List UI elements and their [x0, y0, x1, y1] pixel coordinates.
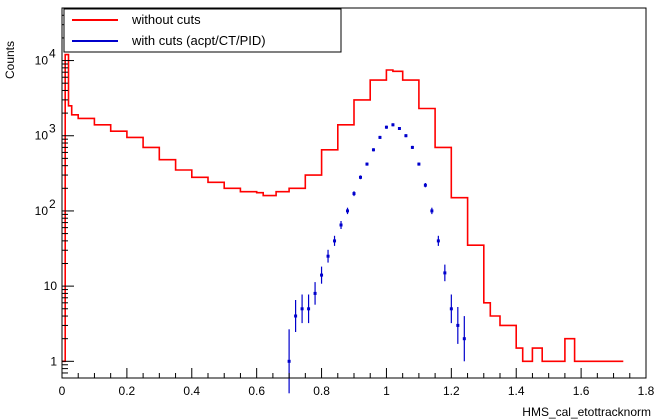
- data-point: [300, 307, 304, 311]
- series-0: [62, 53, 624, 363]
- data-point: [449, 307, 453, 311]
- data-point: [346, 209, 350, 213]
- legend-label-with-cuts: with cuts (acpt/CT/PID): [131, 33, 266, 48]
- data-point: [320, 273, 324, 277]
- y-tick-exponent: 4: [49, 47, 56, 61]
- y-tick-label: 10: [35, 54, 49, 68]
- data-point: [371, 148, 375, 152]
- series-layer: [62, 53, 624, 394]
- y-tick-label: 10: [35, 129, 49, 143]
- y-tick-label: 10: [35, 204, 49, 218]
- x-tick-label: 0.4: [183, 384, 200, 398]
- data-point: [333, 239, 337, 243]
- data-point: [384, 125, 388, 129]
- y-tick-label: 1: [50, 354, 57, 368]
- data-point: [326, 254, 330, 258]
- series-line-without-cuts: [62, 53, 624, 363]
- data-point: [294, 314, 298, 318]
- data-point: [313, 291, 317, 295]
- y-tick-label: 10: [44, 279, 58, 293]
- data-point: [443, 271, 447, 275]
- data-point: [397, 127, 401, 130]
- x-axis-label: HMS_cal_etottracknorm: [522, 405, 651, 419]
- y-tick-exponent: 3: [49, 122, 56, 136]
- data-point: [307, 307, 311, 311]
- data-point: [339, 223, 343, 227]
- data-point: [456, 323, 460, 327]
- data-point: [417, 162, 421, 166]
- x-tick-label: 0: [59, 384, 66, 398]
- data-point: [352, 192, 356, 196]
- data-point: [391, 123, 395, 127]
- x-tick-label: 0.2: [119, 384, 136, 398]
- data-point: [365, 162, 369, 166]
- data-point: [423, 183, 427, 187]
- series-1: [287, 123, 466, 394]
- y-tick-exponent: 2: [49, 197, 56, 211]
- data-point: [436, 239, 440, 243]
- data-point: [378, 135, 382, 139]
- x-tick-label: 0.8: [313, 384, 330, 398]
- data-point: [287, 359, 291, 363]
- data-point: [358, 175, 362, 179]
- legend-label-without-cuts: without cuts: [131, 12, 201, 27]
- data-point: [462, 337, 466, 341]
- y-axis-label: Counts: [3, 41, 17, 79]
- x-tick-label: 1.6: [573, 384, 590, 398]
- x-tick-label: 0.6: [248, 384, 265, 398]
- data-point: [410, 145, 414, 149]
- x-tick-label: 1.8: [638, 384, 654, 398]
- x-tick-label: 1.2: [443, 384, 460, 398]
- data-point: [430, 209, 434, 213]
- x-tick-label: 1.4: [508, 384, 525, 398]
- data-point: [404, 134, 408, 138]
- x-tick-label: 1: [383, 384, 390, 398]
- legend-box: [63, 8, 342, 53]
- legend: without cuts with cuts (acpt/CT/PID): [63, 8, 342, 53]
